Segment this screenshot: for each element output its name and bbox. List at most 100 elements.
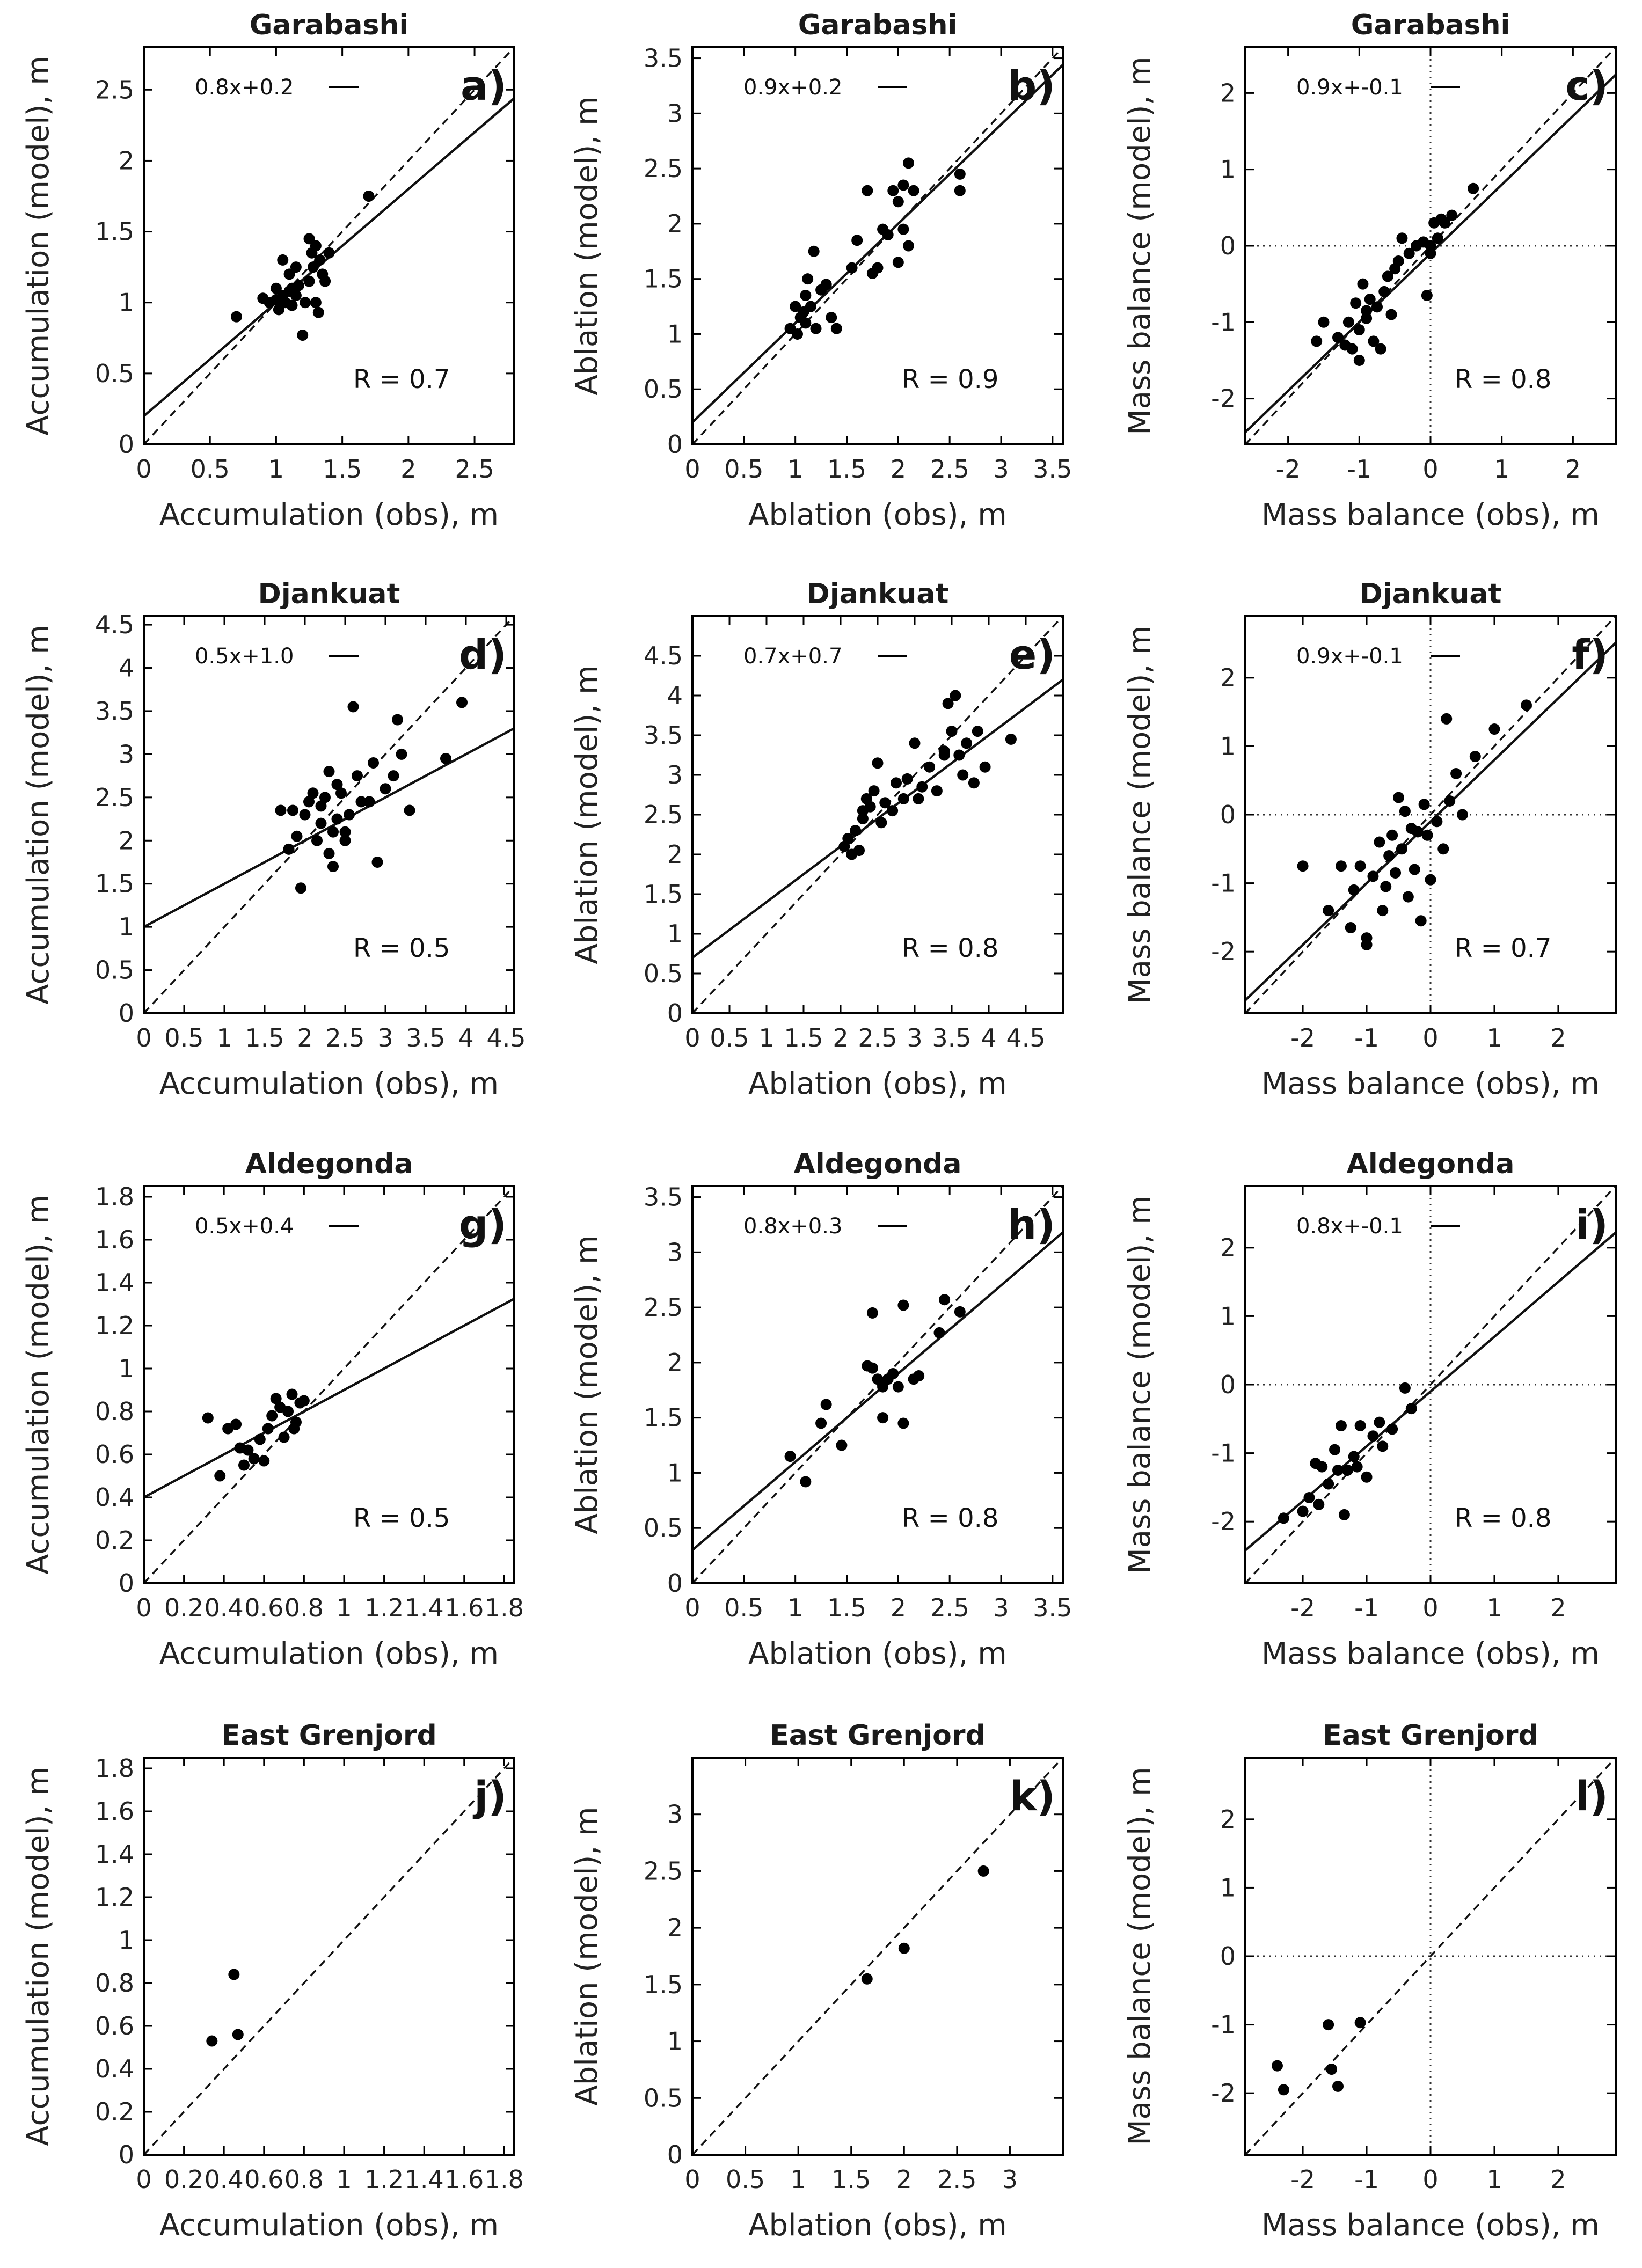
x-axis-label: Mass balance (obs), m bbox=[1261, 2208, 1600, 2243]
data-point bbox=[315, 817, 327, 829]
y-tick-label: 0.5 bbox=[644, 1513, 683, 1542]
x-tick-label: 0.5 bbox=[724, 1593, 763, 1622]
data-point bbox=[805, 301, 816, 312]
y-tick-label: 2 bbox=[667, 209, 683, 238]
panel-title: East Grenjord bbox=[770, 1720, 986, 1752]
data-point bbox=[202, 1412, 214, 1424]
data-point bbox=[968, 777, 980, 789]
data-point bbox=[957, 769, 969, 781]
x-tick-label: 1.5 bbox=[245, 1023, 284, 1052]
panel-title: East Grenjord bbox=[1323, 1720, 1538, 1752]
y-tick-label: -2 bbox=[1211, 2079, 1236, 2108]
one-to-one-line bbox=[1245, 1186, 1616, 1583]
y-tick-label: 1 bbox=[667, 319, 683, 348]
regression-line bbox=[692, 64, 1063, 423]
data-point bbox=[297, 330, 309, 341]
data-point bbox=[846, 262, 858, 274]
data-point bbox=[942, 698, 954, 709]
data-point bbox=[901, 773, 913, 785]
data-point bbox=[802, 273, 814, 285]
x-tick-label: -1 bbox=[1354, 1593, 1379, 1622]
x-tick-label: 0 bbox=[1422, 1593, 1438, 1622]
data-point bbox=[977, 1865, 989, 1877]
data-point bbox=[295, 882, 306, 894]
one-to-one-line bbox=[692, 616, 1063, 1013]
data-point bbox=[897, 1299, 909, 1311]
data-point bbox=[1361, 305, 1373, 317]
data-point bbox=[1386, 829, 1398, 841]
data-point bbox=[1399, 806, 1411, 817]
data-point bbox=[800, 290, 812, 301]
data-point bbox=[1399, 1382, 1411, 1394]
data-point bbox=[1383, 850, 1395, 862]
x-axis-label: Mass balance (obs), m bbox=[1261, 498, 1600, 532]
y-tick-label: 0.8 bbox=[95, 1969, 134, 1998]
y-axis-label: Mass balance (model), m bbox=[1122, 625, 1157, 1004]
data-point bbox=[363, 191, 375, 202]
y-tick-label: 2.5 bbox=[644, 1293, 683, 1322]
data-point bbox=[961, 737, 973, 749]
panel-k: 0 0.5 1 1.5 2 2.5 3 0 0.5 1 1.5 2 2.5 3 East Grenjord A… bbox=[570, 1720, 1064, 2243]
x-axis-label: Accumulation (obs), m bbox=[159, 1066, 499, 1101]
y-tick-label: 3 bbox=[667, 1238, 683, 1267]
fit-equation: 0.8x+-0.1 bbox=[1296, 1214, 1403, 1239]
fit-equation: 0.8x+0.3 bbox=[743, 1214, 842, 1239]
y-tick-label: 1 bbox=[667, 1458, 683, 1487]
x-tick-label: 1 bbox=[336, 2165, 352, 2194]
x-tick-label: 2.5 bbox=[937, 2165, 976, 2194]
one-to-one-line bbox=[692, 1758, 1063, 2155]
data-point bbox=[950, 690, 961, 701]
data-point bbox=[392, 714, 403, 726]
panel-l: -2 -1 0 1 2 -2 -1 0 1 2 East Grenjord Mass balance … bbox=[1122, 1720, 1617, 2243]
x-tick-label: 0 bbox=[684, 1023, 700, 1052]
plot-frame bbox=[143, 46, 515, 445]
x-tick-label: 1 bbox=[1494, 455, 1509, 484]
panel-title: Garabashi bbox=[1351, 9, 1510, 41]
panel-title: Djankuat bbox=[1360, 578, 1502, 610]
data-point bbox=[972, 726, 983, 737]
x-tick-label: 0 bbox=[684, 1593, 700, 1622]
data-point bbox=[312, 306, 324, 318]
data-point bbox=[344, 809, 355, 821]
data-point bbox=[380, 783, 391, 795]
y-axis-label: Mass balance (model), m bbox=[1122, 56, 1157, 435]
y-tick-label: 1.4 bbox=[95, 1268, 134, 1297]
x-tick-label: 0 bbox=[136, 455, 151, 484]
data-point bbox=[1354, 1420, 1366, 1432]
panel-letter: h) bbox=[1008, 1201, 1055, 1248]
data-point bbox=[866, 1307, 878, 1319]
y-tick-label: 0 bbox=[1220, 800, 1236, 829]
data-point bbox=[299, 809, 311, 821]
x-tick-label: 0.5 bbox=[164, 1023, 203, 1052]
y-tick-label: 3.5 bbox=[644, 1183, 683, 1212]
y-tick-label: -2 bbox=[1211, 937, 1236, 966]
y-tick-label: 4.5 bbox=[95, 610, 134, 639]
data-point bbox=[214, 1470, 226, 1482]
data-point bbox=[1368, 335, 1380, 347]
data-point bbox=[1353, 324, 1365, 336]
data-point bbox=[830, 323, 842, 334]
data-point bbox=[242, 1444, 254, 1456]
y-tick-label: 2 bbox=[667, 1913, 683, 1942]
y-tick-label: 4 bbox=[119, 654, 134, 683]
y-tick-label: -1 bbox=[1211, 1439, 1236, 1468]
x-tick-label: 1 bbox=[268, 455, 284, 484]
correlation-label: R = 0.8 bbox=[902, 933, 998, 963]
y-tick-label: 1 bbox=[119, 912, 134, 941]
y-tick-label: 2 bbox=[1220, 663, 1236, 692]
data-point bbox=[857, 813, 869, 824]
panel-c: -2 -1 0 1 2 -2 -1 0 1 2 Garabashi Mass balance (obs… bbox=[1122, 9, 1617, 532]
y-axis-label: Ablation (model), m bbox=[570, 665, 604, 964]
x-tick-label: 1 bbox=[1486, 1023, 1502, 1052]
data-point bbox=[286, 282, 298, 294]
y-axis-label: Accumulation (model), m bbox=[21, 1195, 56, 1575]
data-point bbox=[1377, 905, 1389, 917]
data-point bbox=[1364, 294, 1376, 305]
y-tick-label: 3 bbox=[667, 1800, 683, 1829]
data-point bbox=[1468, 182, 1479, 194]
y-tick-label: 0 bbox=[1220, 231, 1236, 260]
data-point bbox=[307, 787, 319, 799]
y-tick-label: 0 bbox=[119, 2140, 134, 2169]
panel-letter: l) bbox=[1575, 1772, 1608, 1820]
